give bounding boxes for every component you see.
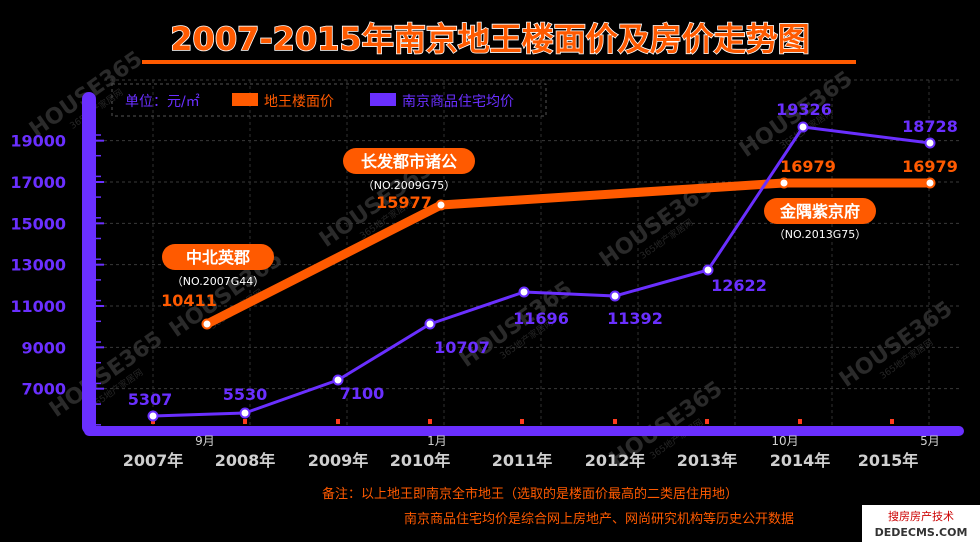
x-tick-label: 2015年 xyxy=(858,451,919,470)
corner-watermark-line2: DEDECMS.COM xyxy=(875,526,968,539)
x-tick-mark xyxy=(428,419,432,424)
data-label-house-price: 5530 xyxy=(223,385,268,404)
x-tick-label: 2012年 xyxy=(585,451,646,470)
point-house-price xyxy=(797,121,809,133)
title-underline xyxy=(142,60,856,64)
annotation-name: 长发都市诸公 xyxy=(361,152,457,171)
legend-label-house: 南京商品住宅均价 xyxy=(402,94,514,110)
point-house-price xyxy=(924,137,936,149)
x-month-label: 9月 xyxy=(195,434,215,448)
point-house-price xyxy=(239,407,251,419)
x-tick-mark xyxy=(520,419,524,424)
data-label-house-price: 19326 xyxy=(776,100,832,119)
gridlines xyxy=(104,79,960,430)
x-tick-mark xyxy=(613,419,617,424)
note-line-2: 南京商品住宅均价是综合网上房地产、网尚研究机构等历史公开数据 xyxy=(404,511,794,527)
x-axis-bar xyxy=(84,426,964,436)
x-tick-mark xyxy=(336,419,340,424)
x-month-label: 10月 xyxy=(771,434,798,448)
y-axis-bar xyxy=(82,92,96,434)
point-land-price xyxy=(435,199,447,211)
x-month-label: 5月 xyxy=(920,434,940,448)
point-house-price xyxy=(702,264,714,276)
x-tick-mark xyxy=(890,419,894,424)
data-label-house-price: 11696 xyxy=(513,309,569,328)
point-house-price xyxy=(518,286,530,298)
watermark-brand-text: HOUSE365 xyxy=(835,297,957,393)
note-line-1: 备注：以上地王即南京全市地王（选取的是楼面价最高的二类居住用地） xyxy=(322,486,738,502)
axes: 7000 9000 11000 13000 15000 17000 19000 2007年 20… xyxy=(10,92,964,470)
annotation-pill xyxy=(764,198,876,224)
data-label-house-price: 5307 xyxy=(128,390,173,409)
x-tick-label: 2013年 xyxy=(677,451,738,470)
legend-label-land: 地王楼面价 xyxy=(264,94,334,110)
annotation-pill xyxy=(162,244,274,270)
x-tick-label: 2011年 xyxy=(492,451,553,470)
annotation-code: （NO.2013G75） xyxy=(774,228,866,241)
data-label-house-price: 18728 xyxy=(902,117,958,136)
point-land-price xyxy=(778,177,790,189)
annotations-layer: 中北英郡 （NO.2007G44） 长发都市诸公 （NO.2009G75） 金隅紫京府 （… xyxy=(162,148,876,288)
data-label-land-price: 10411 xyxy=(161,291,217,310)
point-house-price xyxy=(332,374,344,386)
legend-box xyxy=(111,83,547,117)
legend-swatch-house xyxy=(370,93,396,106)
unit-label: 单位：元/㎡ xyxy=(125,94,200,110)
x-month-label: 1月 xyxy=(427,434,447,448)
y-tick-label: 7000 xyxy=(21,380,66,399)
data-label-house-price: 12622 xyxy=(711,276,767,295)
x-tick-label: 2007年 xyxy=(123,451,184,470)
point-land-price xyxy=(201,318,213,330)
x-tick-label: 2014年 xyxy=(770,451,831,470)
x-tick-label: 2010年 xyxy=(390,451,451,470)
x-tick-label: 2008年 xyxy=(215,451,276,470)
x-tick-label: 2009年 xyxy=(308,451,369,470)
y-tick-label: 9000 xyxy=(21,338,66,357)
point-house-price xyxy=(147,410,159,422)
annotation-code: （NO.2009G75） xyxy=(363,179,455,192)
annotation-code: （NO.2007G44） xyxy=(172,275,264,288)
annotation-pill xyxy=(343,148,475,174)
data-label-land-price: 15977 xyxy=(376,193,432,212)
chart-title: 2007-2015年南京地王楼面价及房价走势图 xyxy=(170,20,809,58)
data-label-land-price: 16979 xyxy=(780,157,836,176)
point-land-price xyxy=(924,177,936,189)
point-house-price xyxy=(424,318,436,330)
y-tick-label: 15000 xyxy=(10,214,66,233)
series-layer: 10411 15977 16979 16979 5307 5530 7100 10707 116… xyxy=(128,100,958,422)
x-tick-mark xyxy=(798,419,802,424)
legend-swatch-land xyxy=(232,93,258,106)
point-house-price xyxy=(609,290,621,302)
annotation-name: 金隅紫京府 xyxy=(779,202,860,221)
corner-watermark-line1: 搜房房产技术 xyxy=(888,509,954,523)
corner-watermark-bg xyxy=(862,505,980,542)
x-tick-mark xyxy=(243,419,247,424)
y-tick-label: 11000 xyxy=(10,297,66,316)
y-tick-label: 13000 xyxy=(10,256,66,275)
data-label-house-price: 7100 xyxy=(340,384,385,403)
x-tick-mark xyxy=(705,419,709,424)
annotation-name: 中北英郡 xyxy=(186,248,250,267)
data-label-land-price: 16979 xyxy=(902,157,958,176)
y-tick-label: 17000 xyxy=(10,173,66,192)
data-label-house-price: 11392 xyxy=(607,309,663,328)
y-tick-label: 19000 xyxy=(10,132,66,151)
series-line-land-price xyxy=(202,178,935,329)
data-label-house-price: 10707 xyxy=(434,338,490,357)
